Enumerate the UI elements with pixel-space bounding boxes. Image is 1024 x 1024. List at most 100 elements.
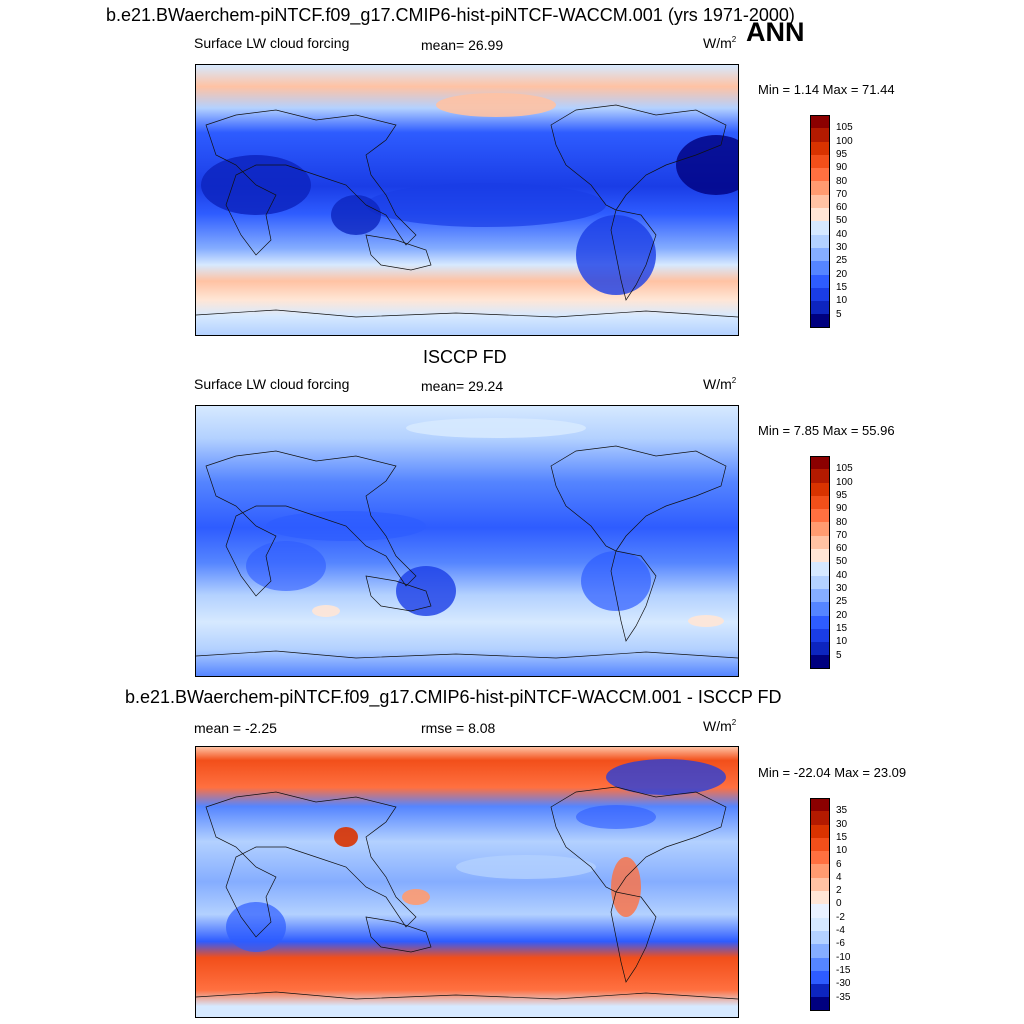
colorbar-tick-label: 25	[836, 596, 848, 608]
colorbar-swatch	[810, 535, 830, 550]
panel-1-mean-label: mean= 26.99	[421, 37, 504, 53]
colorbar-tick-label: -4	[836, 925, 845, 936]
colorbar-tick-label: 95	[836, 489, 848, 501]
colorbar-swatch	[810, 314, 830, 328]
colorbar-tick-label: -30	[836, 978, 851, 990]
colorbar-swatch	[810, 456, 830, 470]
panel-2-minmax: Min = 7.85 Max = 55.96	[758, 423, 895, 438]
colorbar-tick-label: 40	[836, 228, 848, 240]
colorbar-tick-label: 10	[836, 636, 848, 648]
colorbar-tick-label: 30	[836, 818, 848, 830]
colorbar-tick-label: -2	[836, 911, 845, 923]
panel-3-units: W/m2	[703, 718, 737, 734]
panel-3-colorbar-swatches	[810, 798, 830, 1011]
colorbar-swatch	[810, 141, 830, 155]
colorbar-tick-label: 2	[836, 885, 842, 897]
panel-2-units: W/m2	[703, 376, 737, 392]
colorbar-swatch	[810, 824, 830, 838]
colorbar-swatch	[810, 944, 830, 958]
colorbar-tick-label: 80	[836, 516, 848, 528]
colorbar-swatch	[810, 247, 830, 262]
panel-2-map-field	[196, 406, 738, 676]
colorbar-swatch	[810, 549, 830, 563]
panel-1-colorbar: 105 100 95 90 80 70 60 50 40 30 25 20 15 10 5	[810, 115, 853, 328]
colorbar-tick-label: 40	[836, 569, 848, 581]
colorbar-swatch	[810, 154, 830, 169]
colorbar-swatch	[810, 837, 830, 852]
colorbar-tick-label: -35	[836, 991, 851, 1003]
colorbar-swatch	[810, 864, 830, 878]
colorbar-tick-label: 70	[836, 529, 848, 541]
panel-1-units: W/m2	[703, 35, 737, 51]
panel-1-colorbar-swatches	[810, 115, 830, 328]
panel-3-map-field	[196, 747, 738, 1017]
colorbar-tick-label: 100	[836, 135, 853, 147]
panel-3-rmse-label: rmse = 8.08	[421, 720, 496, 736]
colorbar-swatch	[810, 970, 830, 985]
colorbar-swatch	[810, 851, 830, 865]
colorbar-tick-label: 6	[836, 858, 842, 870]
colorbar-tick-label: 10	[836, 845, 848, 857]
colorbar-swatch	[810, 877, 830, 892]
colorbar-swatch	[810, 495, 830, 510]
colorbar-swatch	[810, 469, 830, 483]
colorbar-tick-label: 0	[836, 898, 842, 910]
colorbar-swatch	[810, 221, 830, 235]
colorbar-tick-label: 35	[836, 805, 848, 817]
colorbar-swatch	[810, 602, 830, 616]
colorbar-swatch	[810, 301, 830, 315]
colorbar-swatch	[810, 917, 830, 931]
panel-2-colorbar-swatches	[810, 456, 830, 669]
colorbar-swatch	[810, 181, 830, 195]
colorbar-swatch	[810, 930, 830, 945]
colorbar-tick-label: -10	[836, 951, 851, 963]
colorbar-tick-label: 10	[836, 295, 848, 307]
colorbar-tick-label: 5	[836, 649, 842, 661]
panel-3-map	[195, 746, 739, 1018]
colorbar-swatch	[810, 522, 830, 536]
colorbar-swatch	[810, 128, 830, 142]
colorbar-swatch	[810, 615, 830, 629]
colorbar-swatch	[810, 904, 830, 918]
colorbar-tick-label: 15	[836, 622, 848, 634]
colorbar-tick-label: -15	[836, 964, 851, 976]
colorbar-swatch	[810, 208, 830, 222]
panel-1-map	[195, 64, 739, 336]
colorbar-swatch	[810, 811, 830, 825]
colorbar-tick-label: -6	[836, 938, 845, 950]
colorbar-tick-label: 90	[836, 503, 848, 515]
colorbar-tick-label: 105	[836, 463, 853, 475]
panel-3-colorbar: 35 30 15 10 6 4 2 0 -2 -4 -6 -10 -15 -30 -35	[810, 798, 850, 1011]
colorbar-swatch	[810, 575, 830, 589]
colorbar-tick-label: 60	[836, 202, 848, 214]
colorbar-swatch	[810, 891, 830, 905]
colorbar-swatch	[810, 168, 830, 182]
colorbar-swatch	[810, 642, 830, 656]
colorbar-tick-label: 50	[836, 556, 848, 568]
panel-1-map-field	[196, 65, 738, 335]
colorbar-swatch	[810, 984, 830, 998]
panel-2-colorbar: 105 100 95 90 80 70 60 50 40 30 25 20 15 10 5	[810, 456, 853, 669]
colorbar-tick-label: 30	[836, 242, 848, 253]
colorbar-swatch	[810, 957, 830, 971]
colorbar-tick-label: 50	[836, 215, 848, 227]
colorbar-tick-label: 90	[836, 162, 848, 174]
panel-1-variable-label: Surface LW cloud forcing	[194, 35, 350, 51]
colorbar-swatch	[810, 655, 830, 669]
panel-3-title: b.e21.BWaerchem-piNTCF.f09_g17.CMIP6-his…	[125, 687, 782, 707]
season-label: ANN	[746, 17, 805, 47]
colorbar-tick-label: 80	[836, 175, 848, 187]
panel-3-mean-label: mean = -2.25	[194, 720, 277, 736]
colorbar-tick-label: 20	[836, 268, 848, 280]
colorbar-swatch	[810, 234, 830, 248]
colorbar-swatch	[810, 274, 830, 288]
colorbar-swatch	[810, 798, 830, 812]
colorbar-tick-label: 95	[836, 148, 848, 160]
panel-2-mean-label: mean= 29.24	[421, 378, 504, 394]
colorbar-tick-label: 70	[836, 188, 848, 200]
colorbar-tick-label: 15	[836, 281, 848, 293]
panel-3-minmax: Min = -22.04 Max = 23.09	[758, 765, 907, 780]
colorbar-swatch	[810, 287, 830, 302]
colorbar-swatch	[810, 997, 830, 1011]
colorbar-tick-label: 5	[836, 308, 842, 320]
